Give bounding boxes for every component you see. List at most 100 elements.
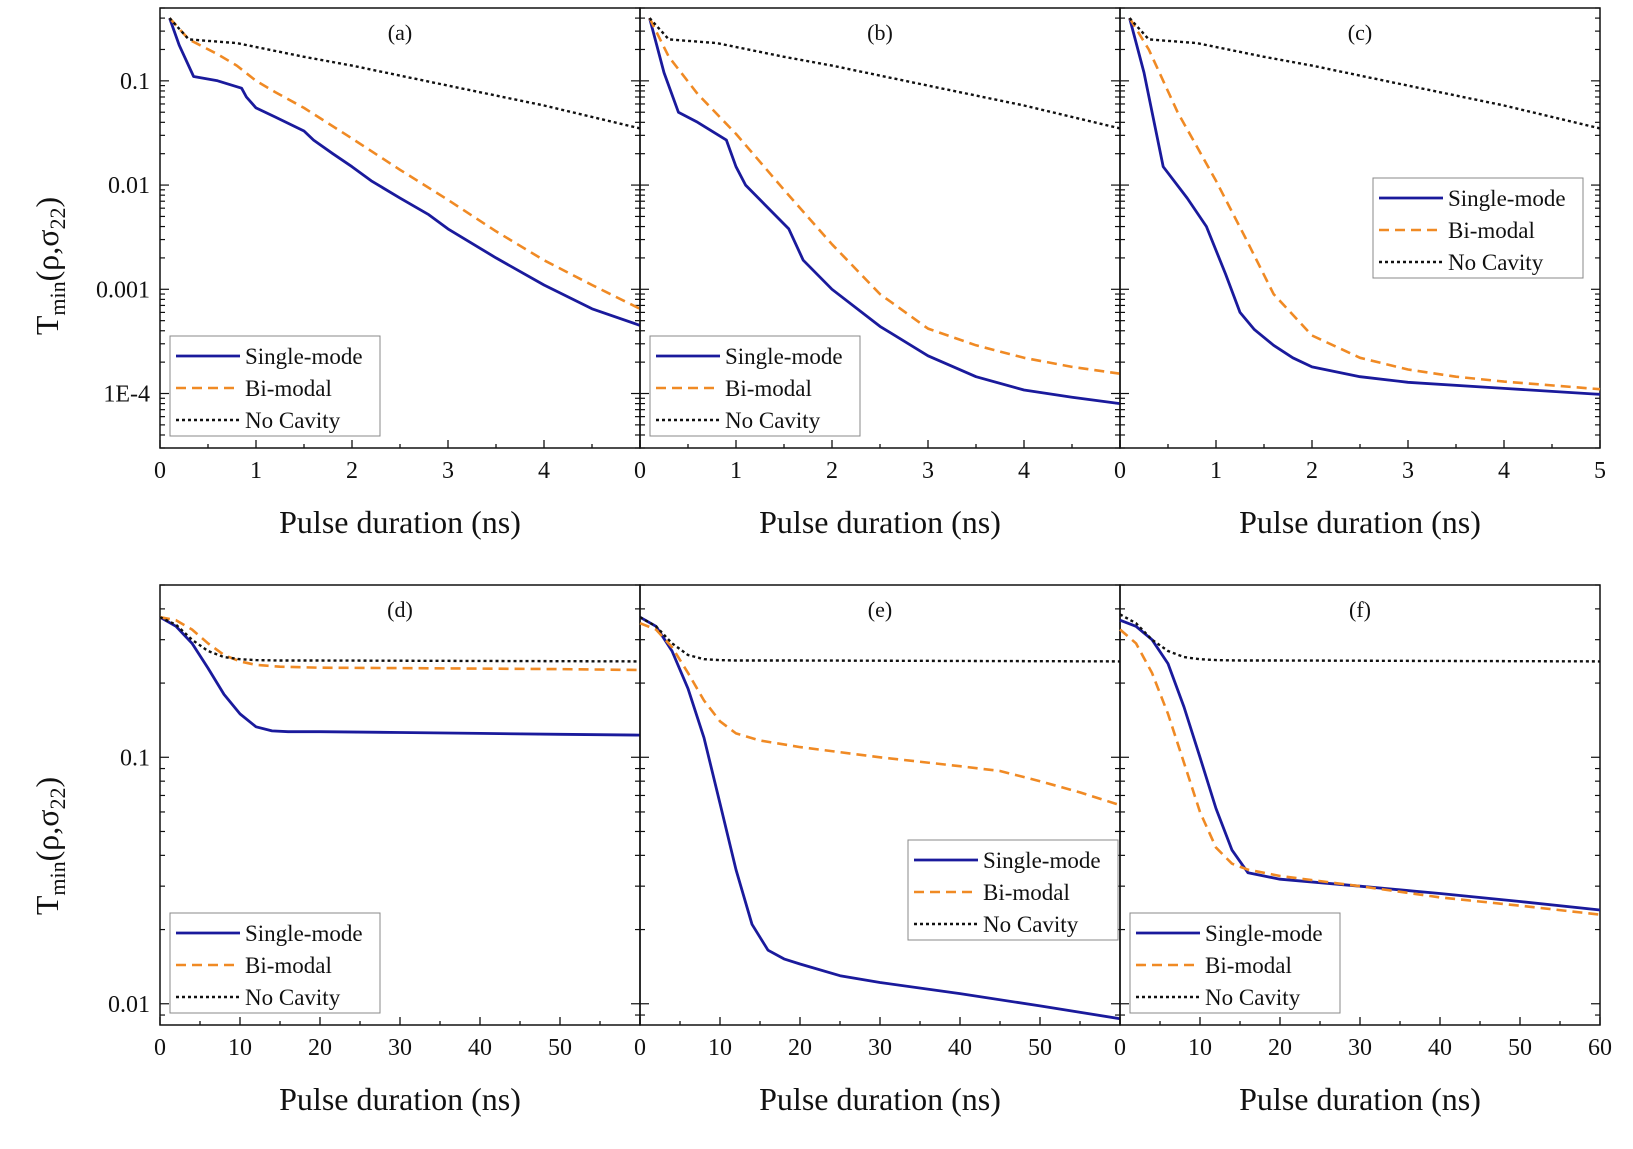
series-line-single-mode [639, 615, 1121, 1021]
x-tick-label: 10 [1188, 1035, 1212, 1061]
legend: Single-mode Bi-modal No Cavity [907, 839, 1119, 941]
plot-frame [639, 584, 1121, 1026]
series-line-single-mode [1128, 17, 1601, 396]
x-axis-label: Pulse duration (ns) [759, 504, 1001, 540]
x-tick-label: 3 [922, 458, 934, 484]
series-line-single-mode [1119, 618, 1601, 912]
series-line-no-cavity [168, 17, 641, 130]
x-tick-label: 4 [1018, 458, 1030, 484]
x-tick-label: 0 [634, 1035, 646, 1061]
legend-label: Single-mode [245, 921, 363, 946]
x-axis-label: Pulse duration (ns) [279, 504, 521, 540]
y-tick-label: 0.1 [120, 745, 150, 771]
y-tick-label: 0.1 [120, 69, 150, 95]
legend-box [907, 839, 1119, 941]
x-tick-label: 2 [346, 458, 358, 484]
panel-c: 0 1 2 3 4 5 Pulse duration (ns) (c) Single-mode B… [1114, 7, 1606, 540]
legend-label: Bi-modal [1205, 953, 1292, 978]
x-tick-label: 10 [228, 1035, 252, 1061]
x-tick-label: 0 [154, 1035, 166, 1061]
legend-label: No Cavity [1205, 985, 1301, 1010]
series-line-bi-modal [1119, 628, 1601, 916]
panel-letter: (e) [868, 597, 892, 622]
x-tick-label: 2 [1306, 458, 1318, 484]
panel-letter: (c) [1348, 20, 1372, 45]
legend-label: Single-mode [1448, 186, 1566, 211]
x-tick-label: 0 [1114, 1035, 1126, 1061]
x-axis-label: Pulse duration (ns) [1239, 504, 1481, 540]
legend-box [649, 335, 861, 437]
legend-box [1129, 912, 1341, 1014]
series-line-no-cavity [159, 616, 641, 663]
legend-label: Bi-modal [983, 880, 1070, 905]
panel-letter: (b) [867, 20, 893, 45]
series-line-single-mode [168, 17, 641, 327]
legend: Single-mode Bi-modal No Cavity [649, 335, 861, 437]
x-tick-label: 1 [250, 458, 262, 484]
legend: Single-mode Bi-modal No Cavity [1372, 177, 1584, 279]
x-tick-label: 5 [1594, 458, 1606, 484]
x-tick-label: 20 [308, 1035, 332, 1061]
x-tick-label: 60 [1588, 1035, 1612, 1061]
x-tick-label: 30 [1348, 1035, 1372, 1061]
legend-label: Bi-modal [725, 376, 812, 401]
legend-box [1372, 177, 1584, 279]
x-axis-label: Pulse duration (ns) [759, 1081, 1001, 1117]
x-tick-label: 20 [788, 1035, 812, 1061]
legend-label: Bi-modal [245, 376, 332, 401]
panel-letter: (a) [388, 20, 412, 45]
series-line-no-cavity [1119, 613, 1601, 663]
legend-label: Single-mode [245, 344, 363, 369]
x-tick-label: 3 [442, 458, 454, 484]
legend-label: No Cavity [983, 912, 1079, 937]
x-tick-label: 20 [1268, 1035, 1292, 1061]
x-axis-label: Pulse duration (ns) [1239, 1081, 1481, 1117]
legend-box [169, 912, 381, 1014]
series-line-single-mode [159, 615, 641, 737]
y-tick-label: 1E-4 [103, 382, 150, 408]
panel-e: 0 10 20 30 40 50 Pulse duration (ns) (e) Single-… [634, 584, 1121, 1117]
legend: Single-mode Bi-modal No Cavity [169, 335, 381, 437]
legend-label: Bi-modal [1448, 218, 1535, 243]
series-line-no-cavity [639, 616, 1121, 663]
x-tick-label: 0 [154, 458, 166, 484]
x-tick-label: 0 [1114, 458, 1126, 484]
series-line-bi-modal [1128, 17, 1601, 391]
x-tick-label: 1 [730, 458, 742, 484]
x-tick-label: 10 [708, 1035, 732, 1061]
series-line-bi-modal [168, 17, 641, 310]
x-tick-label: 30 [388, 1035, 412, 1061]
y-tick-label: 0.01 [108, 992, 150, 1018]
series-line-bi-modal [648, 17, 1121, 375]
y-axis-label-bottom: Tmin(ρ,σ22) [29, 777, 70, 915]
x-tick-label: 4 [538, 458, 550, 484]
x-axis-label: Pulse duration (ns) [279, 1081, 521, 1117]
legend-label: No Cavity [725, 408, 821, 433]
panel-f: 0 10 20 30 40 50 60 Pulse duration (ns) (f) Singl… [1114, 584, 1612, 1117]
panel-b: 0 1 2 3 4 Pulse duration (ns) (b) Single-mode Bi… [634, 7, 1121, 540]
series-line-bi-modal [639, 621, 1121, 807]
series-line-single-mode [648, 17, 1121, 405]
x-tick-label: 50 [1028, 1035, 1052, 1061]
series-line-no-cavity [1128, 17, 1601, 130]
series-line-bi-modal [159, 615, 641, 672]
x-tick-label: 0 [634, 458, 646, 484]
panel-letter: (f) [1349, 597, 1371, 622]
x-tick-label: 4 [1498, 458, 1510, 484]
legend-box [169, 335, 381, 437]
x-tick-label: 40 [948, 1035, 972, 1061]
y-tick-label: 0.01 [108, 173, 150, 199]
legend: Single-mode Bi-modal No Cavity [1129, 912, 1341, 1014]
legend-label: No Cavity [1448, 250, 1544, 275]
series-line-no-cavity [648, 17, 1121, 130]
x-tick-label: 30 [868, 1035, 892, 1061]
legend: Single-mode Bi-modal No Cavity [169, 912, 381, 1014]
y-axis-label-top: Tmin(ρ,σ22) [29, 197, 70, 335]
x-tick-label: 3 [1402, 458, 1414, 484]
x-tick-label: 50 [548, 1035, 572, 1061]
panel-letter: (d) [387, 597, 413, 622]
legend-label: Single-mode [725, 344, 843, 369]
legend-label: Single-mode [983, 848, 1101, 873]
legend-label: Bi-modal [245, 953, 332, 978]
x-tick-label: 50 [1508, 1035, 1532, 1061]
